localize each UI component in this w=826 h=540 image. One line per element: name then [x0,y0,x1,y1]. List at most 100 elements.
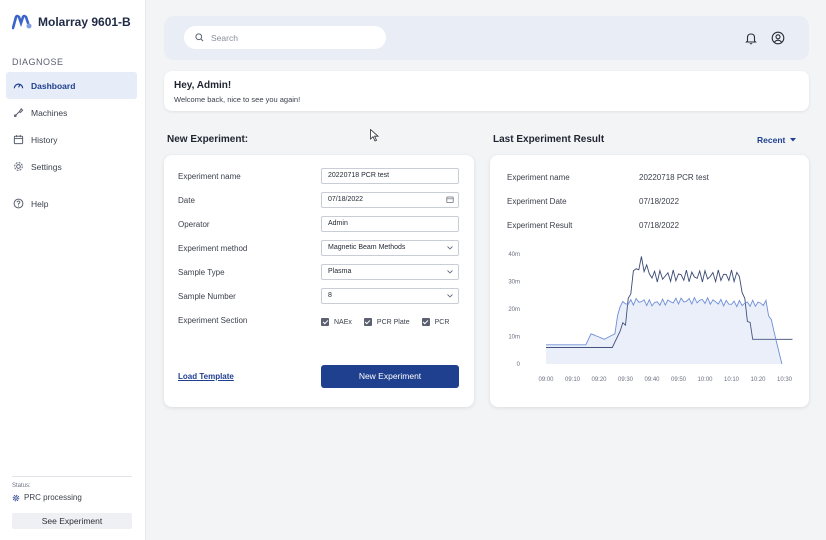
welcome-subtitle: Welcome back, nice to see you again! [174,95,301,104]
sidebar-item-label: Dashboard [31,80,76,91]
x-tick-label: 09:00 [538,377,554,383]
tool-icon [13,108,24,118]
y-tick-label: 40m [508,252,520,258]
sidebar-item-history[interactable]: History [6,126,137,153]
x-tick-label: 10:20 [750,377,766,383]
experiment-name-field[interactable]: 20220718 PCR test [321,168,459,184]
sidebar-item-label: Machines [31,107,68,118]
x-tick-label: 09:40 [644,377,660,383]
series-line [546,256,793,348]
sample-number-select[interactable]: 8 [321,288,459,304]
result-result-value: 07/18/2022 [639,221,680,230]
checkbox-label: NAEx [334,318,352,326]
naex-checkbox[interactable]: NAEx [321,318,352,326]
checkbox-label: PCR [434,318,450,326]
bell-icon[interactable] [744,31,758,45]
method-value: Magnetic Beam Methods [328,244,406,251]
experiment-section-options: NAEx PCR Plate PCR [321,318,449,326]
user-icon[interactable] [771,31,785,45]
new-experiment-heading: New Experiment: [167,134,249,145]
gear-icon [14,162,23,171]
search-input[interactable] [211,32,371,43]
sidebar: Molarray 9601-B DIAGNOSE Dashboard Machi… [0,0,146,540]
experiment-name-label: Experiment name [178,172,241,181]
pcr-checkbox[interactable]: PCR [421,318,450,326]
sidebar-nav: Dashboard Machines History Settings [6,72,137,180]
status-panel: Status: PRC processing [12,476,132,502]
checkbox-checked-icon [363,318,372,326]
sidebar-item-machines[interactable]: Machines [6,99,137,126]
app-logo[interactable]: Molarray 9601-B [12,14,131,30]
y-tick-label: 10m [508,335,520,341]
checkbox-checked-icon [321,318,329,326]
app-title: Molarray 9601-B [38,15,131,29]
result-name-label: Experiment name [507,173,570,182]
date-value: 07/18/2022 [328,196,364,203]
series-line [546,296,783,365]
search-box[interactable] [184,26,386,49]
x-tick-label: 10:30 [777,377,793,383]
logo-icon [12,14,32,30]
operator-label: Operator [178,220,210,229]
y-tick-label: 30m [508,280,520,286]
sample-type-label: Sample Type [178,268,225,277]
checkbox-checked-icon [421,318,430,326]
y-tick-label: 0 [517,362,521,368]
sidebar-item-label: Help [31,198,49,209]
sidebar-item-settings[interactable]: Settings [6,153,137,180]
method-select[interactable]: Magnetic Beam Methods [321,240,459,256]
x-tick-label: 09:10 [565,377,581,383]
sample-number-label: Sample Number [178,292,236,301]
last-result-heading: Last Experiment Result [493,134,605,145]
search-icon [195,33,204,42]
chevron-down-icon [447,294,453,298]
series-area [546,297,782,364]
nav-section-label: DIAGNOSE [12,57,64,67]
sample-type-value: Plasma [328,268,352,275]
caret-down-icon [790,138,797,142]
x-tick-label: 09:50 [671,377,687,383]
date-label: Date [178,196,195,205]
result-name-value: 20220718 PCR test [639,173,709,182]
experiment-section-label: Experiment Section [178,316,248,325]
x-tick-label: 10:10 [724,377,740,383]
load-template-link[interactable]: Load Template [178,372,234,381]
status-label: Status: [12,483,31,489]
x-tick-label: 09:30 [618,377,634,383]
checkbox-label: PCR Plate [376,318,410,326]
pcr-plate-checkbox[interactable]: PCR Plate [363,318,410,326]
status-value: PRC processing [24,493,82,502]
chevron-down-icon [447,246,453,250]
x-tick-label: 10:00 [697,377,713,383]
sidebar-item-label: Settings [31,161,62,172]
x-tick-label: 09:20 [591,377,607,383]
result-date-value: 07/18/2022 [639,197,680,206]
result-result-label: Experiment Result [507,221,573,230]
sample-type-select[interactable]: Plasma [321,264,459,280]
sidebar-item-dashboard[interactable]: Dashboard [6,72,137,99]
new-experiment-button[interactable]: New Experiment [321,365,459,388]
result-chart: 40m 30m 20m 10m 0 09:00 09:10 09:20 09:30 09:40 09… [508,252,793,383]
welcome-title: Hey, Admin! [174,80,232,91]
new-experiment-card: Experiment name 20220718 PCR test Date 0… [164,155,474,407]
last-result-card: Experiment name 20220718 PCR test Experi… [490,155,809,407]
gear-icon [12,494,20,501]
top-bar [164,16,809,60]
result-date-label: Experiment Date [507,197,567,206]
welcome-banner: Hey, Admin! Welcome back, nice to see yo… [164,71,809,111]
status-indicator: PRC processing [12,493,132,502]
see-experiment-button[interactable]: See Experiment [12,513,132,529]
mouse-cursor-icon [370,129,379,142]
sidebar-help: Help [6,190,137,217]
sample-number-value: 8 [328,292,332,299]
sidebar-item-label: History [31,134,58,145]
gauge-icon [13,83,24,89]
recent-dropdown[interactable]: Recent [757,135,797,145]
chevron-down-icon [447,270,453,274]
method-label: Experiment method [178,244,248,253]
calendar-icon[interactable] [446,193,454,207]
sidebar-item-help[interactable]: Help [6,190,137,217]
operator-field[interactable]: Admin [321,216,459,232]
calendar-icon [13,134,24,145]
date-field[interactable]: 07/18/2022 [321,192,459,208]
